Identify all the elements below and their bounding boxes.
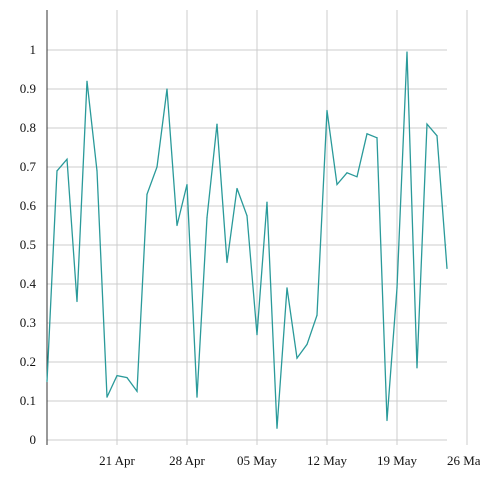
- y-tick-label: 0.7: [20, 159, 37, 174]
- data-point: [276, 427, 278, 429]
- data-point: [116, 375, 118, 377]
- data-point: [366, 133, 368, 135]
- data-point: [406, 51, 408, 53]
- data-point: [386, 419, 388, 422]
- data-point: [286, 287, 288, 289]
- series-layer: [46, 51, 448, 429]
- data-point: [76, 300, 78, 303]
- data-point: [346, 172, 348, 174]
- y-tick-label: 0.1: [20, 393, 36, 408]
- data-point: [46, 380, 48, 383]
- y-tick-label: 0: [30, 432, 37, 447]
- data-point: [266, 201, 268, 203]
- data-point: [186, 183, 188, 186]
- y-tick-label: 0.5: [20, 237, 36, 252]
- data-point: [336, 183, 338, 186]
- data-point: [66, 158, 68, 160]
- data-point: [426, 123, 428, 125]
- data-point: [126, 377, 128, 379]
- x-tick-label: 12 May: [307, 453, 348, 468]
- y-axis-ticks: 0 0.1 0.2 0.3 0.4 0.5 0.6 0.7 0.8 0.9 1: [20, 42, 37, 447]
- y-tick-label: 0.8: [20, 120, 36, 135]
- data-point: [196, 396, 198, 398]
- x-tick-label: 28 Apr: [169, 453, 205, 468]
- data-point: [296, 357, 298, 359]
- data-point: [356, 176, 358, 178]
- data-point: [86, 80, 88, 82]
- x-tick-label: 21 Apr: [99, 453, 135, 468]
- data-point: [246, 215, 248, 217]
- y-tick-label: 0.6: [20, 198, 37, 213]
- x-tick-label: 05 May: [237, 453, 278, 468]
- data-point: [396, 287, 398, 289]
- data-point: [316, 314, 318, 316]
- y-tick-label: 0.3: [20, 315, 36, 330]
- grid-layer: [47, 10, 468, 445]
- y-tick-label: 0.4: [20, 276, 37, 291]
- y-tick-label: 1: [30, 42, 37, 57]
- data-point: [136, 390, 138, 392]
- y-tick-label: 0.9: [20, 81, 36, 96]
- x-tick-label: 26 May: [447, 453, 480, 468]
- x-tick-label: 19 May: [377, 453, 418, 468]
- data-point: [236, 187, 238, 190]
- data-point: [96, 170, 98, 172]
- data-point: [256, 334, 258, 336]
- y-tick-label: 0.2: [20, 354, 36, 369]
- data-point: [176, 224, 178, 227]
- data-point: [166, 88, 168, 90]
- data-point: [416, 367, 418, 369]
- data-point: [156, 166, 158, 168]
- data-point: [306, 343, 308, 346]
- data-point: [376, 137, 378, 139]
- series-line: [46, 51, 448, 429]
- x-axis-ticks: 21 Apr 28 Apr 05 May 12 May 19 May 26 May: [99, 453, 480, 468]
- data-point: [436, 135, 438, 137]
- data-point: [206, 217, 208, 219]
- data-point: [446, 267, 448, 269]
- data-point: [146, 193, 148, 195]
- data-point: [326, 109, 328, 112]
- data-point: [216, 123, 218, 125]
- data-point: [106, 396, 108, 398]
- data-point: [226, 261, 228, 264]
- data-point: [56, 170, 58, 172]
